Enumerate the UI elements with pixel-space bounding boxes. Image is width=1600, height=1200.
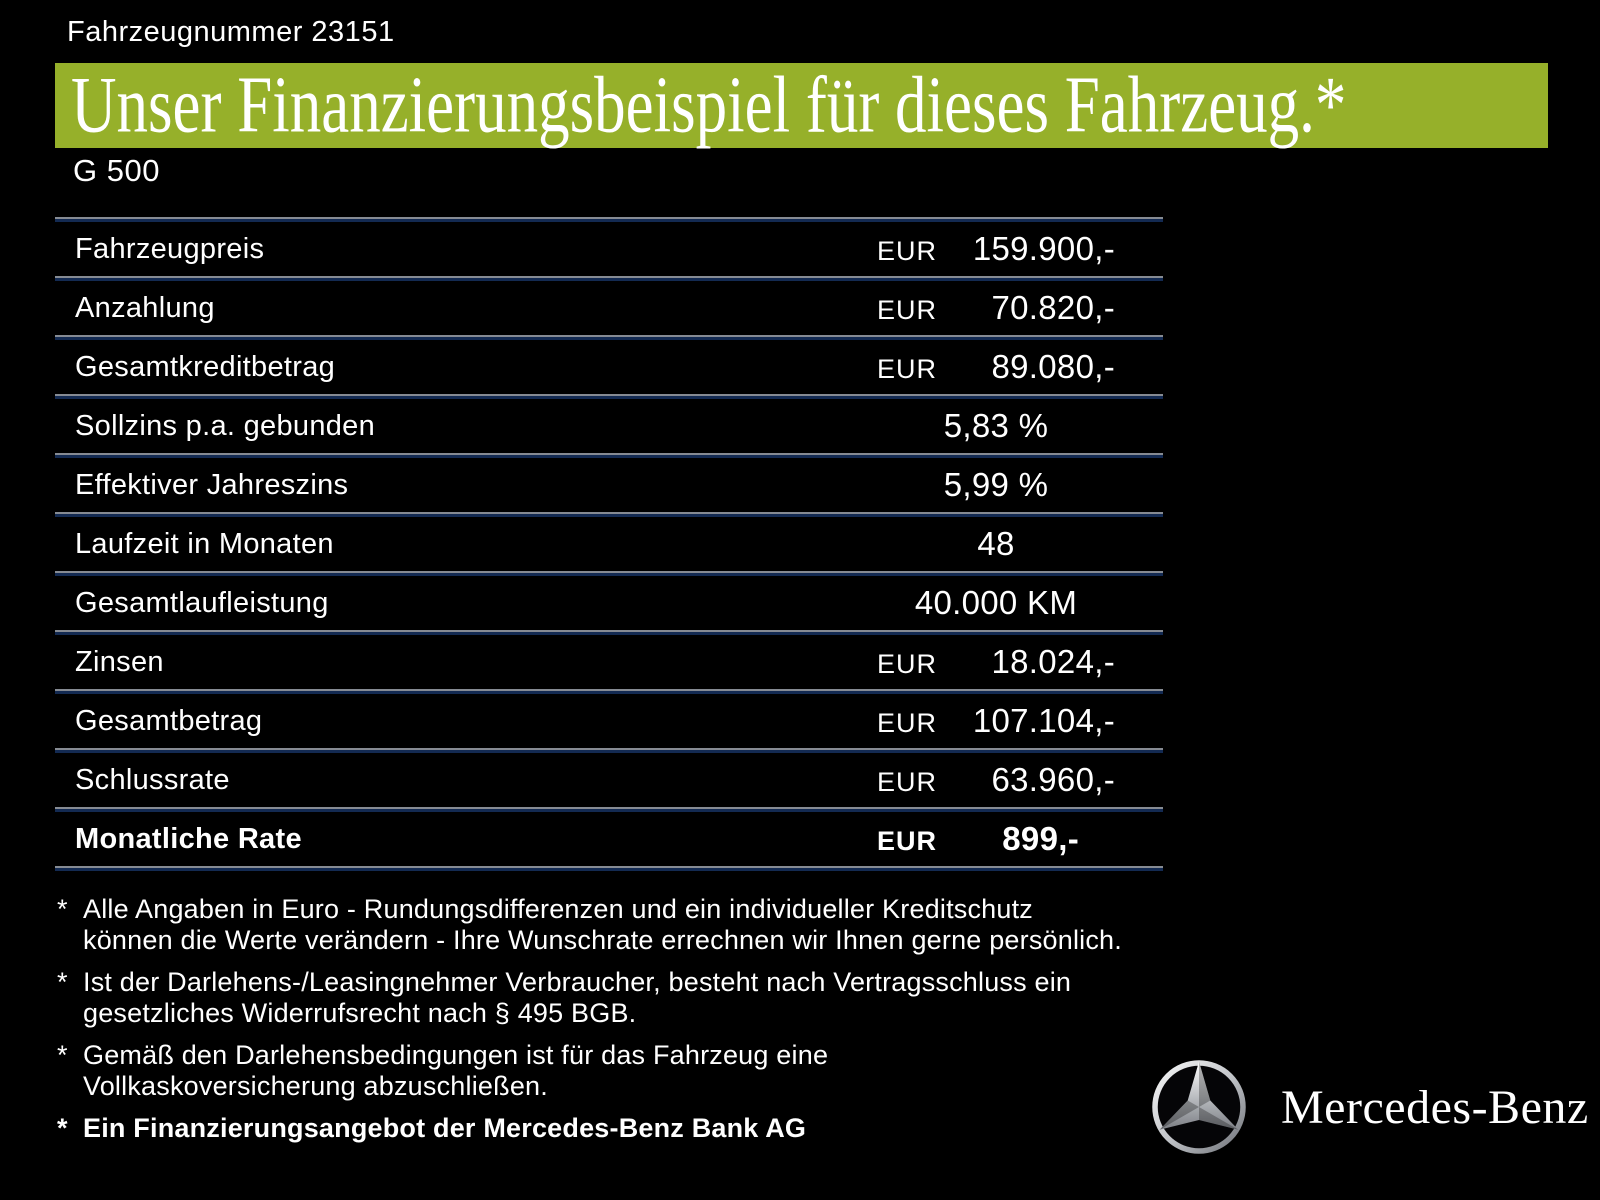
table-row: Gesamtbetrag EUR 107.104,- <box>55 694 1163 748</box>
vehicle-model-label: G 500 <box>73 153 160 188</box>
row-amount: 159.900,- <box>972 230 1115 267</box>
row-amount: 107.104,- <box>972 702 1115 739</box>
footnote-marker: * <box>57 1113 68 1143</box>
row-divider <box>55 807 1163 812</box>
row-amount: 63.960,- <box>991 761 1115 798</box>
table-row: Effektiver Jahreszins 5,99 % <box>55 458 1163 512</box>
footnote: * Alle Angaben in Euro - Rundungsdifferen… <box>57 894 1157 956</box>
row-divider <box>55 394 1163 399</box>
table-row: Zinsen EUR 18.024,- <box>55 635 1163 689</box>
row-value: EUR 159.900,- <box>877 230 1115 268</box>
row-label: Gesamtkreditbetrag <box>75 350 336 383</box>
row-label: Fahrzeugpreis <box>75 232 265 265</box>
row-amount: 18.024,- <box>991 643 1115 680</box>
footnote-text: Ein Finanzierungsangebot der Mercedes-Be… <box>83 1113 807 1143</box>
mercedes-wordmark: Mercedes-Benz <box>1281 1080 1589 1134</box>
row-value: 48 <box>877 525 1115 563</box>
row-value: EUR 18.024,- <box>877 643 1115 681</box>
row-label: Effektiver Jahreszins <box>75 468 349 501</box>
row-currency: EUR <box>877 649 938 679</box>
row-amount: 5,99 % <box>943 466 1049 503</box>
row-currency: EUR <box>877 295 938 325</box>
table-row: Monatliche Rate EUR 899,- <box>55 812 1163 866</box>
row-value: 40.000 KM <box>877 584 1115 622</box>
footnote-text: Gemäß den Darlehensbedingungen ist für d… <box>83 1040 829 1101</box>
finance-table: Fahrzeugpreis EUR 159.900,- Anzahlung EUR 70.… <box>55 217 1163 871</box>
footnote: * Ein Finanzierungsangebot der Mercedes-B… <box>57 1113 1157 1144</box>
table-row: Gesamtkreditbetrag EUR 89.080,- <box>55 340 1163 394</box>
row-divider <box>55 335 1163 340</box>
row-currency: EUR <box>877 767 938 797</box>
row-label: Zinsen <box>75 645 164 678</box>
footnote: * Gemäß den Darlehensbedingungen ist für … <box>57 1040 1157 1102</box>
table-row: Fahrzeugpreis EUR 159.900,- <box>55 222 1163 276</box>
row-amount: 40.000 KM <box>914 584 1078 621</box>
row-currency: EUR <box>877 236 938 266</box>
row-amount: 48 <box>977 525 1015 562</box>
table-row: Laufzeit in Monaten 48 <box>55 517 1163 571</box>
row-label: Sollzins p.a. gebunden <box>75 409 376 442</box>
footnote-marker: * <box>57 1040 68 1070</box>
row-value: EUR 899,- <box>877 820 1115 858</box>
row-amount: 89.080,- <box>991 348 1115 385</box>
footnote-text: Alle Angaben in Euro - Rundungsdifferenz… <box>83 894 1122 955</box>
row-divider <box>55 630 1163 635</box>
table-row: Sollzins p.a. gebunden 5,83 % <box>55 399 1163 453</box>
row-label: Gesamtlaufleistung <box>75 586 329 619</box>
row-divider <box>55 276 1163 281</box>
row-label: Gesamtbetrag <box>75 704 263 737</box>
row-divider <box>55 748 1163 753</box>
vehicle-number-label: Fahrzeugnummer 23151 <box>67 16 395 48</box>
row-label: Laufzeit in Monaten <box>75 527 334 560</box>
row-label: Monatliche Rate <box>75 822 302 855</box>
row-amount: 5,83 % <box>943 407 1049 444</box>
row-amount: 899,- <box>1002 820 1079 857</box>
footnote-text: Ist der Darlehens-/Leasingnehmer Verbrau… <box>83 967 1072 1028</box>
row-value: EUR 63.960,- <box>877 761 1115 799</box>
finance-title: Unser Finanzierungsbeispiel für dieses F… <box>71 60 1347 150</box>
table-row: Anzahlung EUR 70.820,- <box>55 281 1163 335</box>
footnote-marker: * <box>57 894 68 924</box>
brand-area: Mercedes-Benz <box>1149 1057 1589 1157</box>
row-divider <box>55 689 1163 694</box>
row-label: Schlussrate <box>75 763 230 796</box>
row-currency: EUR <box>877 354 938 384</box>
row-divider <box>55 866 1163 871</box>
row-label: Anzahlung <box>75 291 215 324</box>
row-amount: 70.820,- <box>991 289 1115 326</box>
row-divider <box>55 453 1163 458</box>
row-currency: EUR <box>877 708 938 738</box>
row-divider <box>55 571 1163 576</box>
row-value: 5,83 % <box>877 407 1115 445</box>
row-divider <box>55 512 1163 517</box>
row-value: EUR 107.104,- <box>877 702 1115 740</box>
mercedes-star-icon <box>1152 1060 1246 1154</box>
table-row: Schlussrate EUR 63.960,- <box>55 753 1163 807</box>
footnote: * Ist der Darlehens-/Leasingnehmer Verbra… <box>57 967 1157 1029</box>
footnotes: * Alle Angaben in Euro - Rundungsdifferen… <box>57 894 1157 1155</box>
table-row: Gesamtlaufleistung 40.000 KM <box>55 576 1163 630</box>
finance-title-banner: Unser Finanzierungsbeispiel für dieses F… <box>55 60 1548 150</box>
footnote-marker: * <box>57 967 68 997</box>
row-value: EUR 70.820,- <box>877 289 1115 327</box>
row-divider <box>55 217 1163 222</box>
row-value: 5,99 % <box>877 466 1115 504</box>
row-currency: EUR <box>877 826 938 856</box>
row-value: EUR 89.080,- <box>877 348 1115 386</box>
